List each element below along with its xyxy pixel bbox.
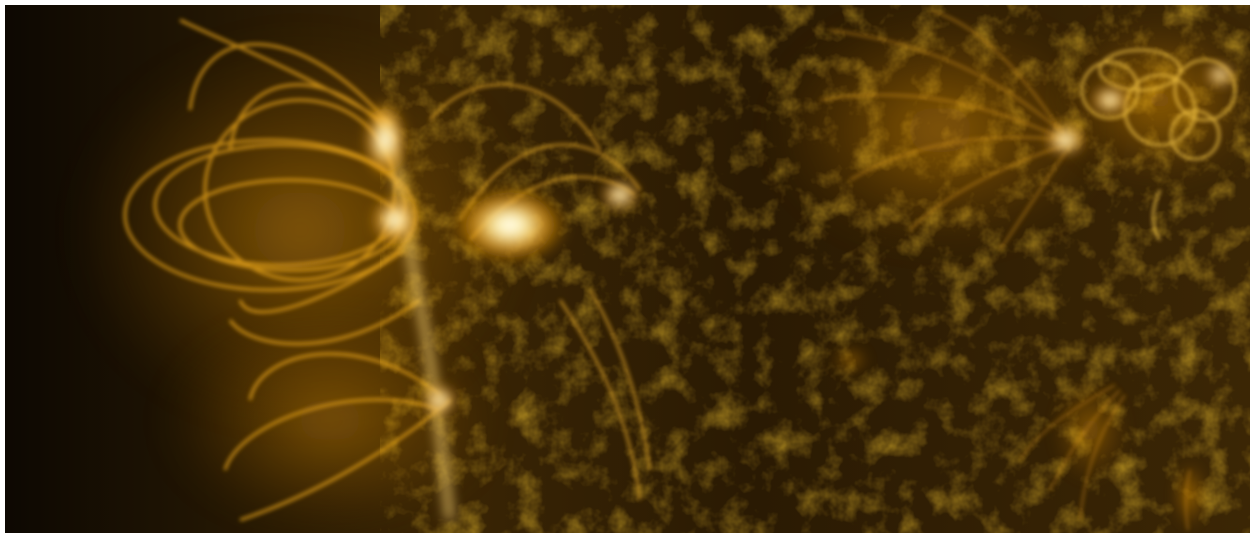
loop — [223, 398, 441, 471]
hot-spot — [450, 185, 570, 265]
fan-rays — [819, 9, 1071, 251]
hot-spot — [422, 385, 458, 415]
ray — [849, 136, 1066, 181]
loop — [1169, 109, 1221, 161]
loop — [458, 143, 642, 221]
active-region-loops — [1080, 48, 1237, 241]
hot-spot — [1090, 86, 1130, 114]
glow — [1172, 460, 1208, 530]
loop — [429, 83, 602, 151]
glow — [1050, 375, 1130, 485]
loop — [239, 398, 451, 522]
hot-spot — [1043, 124, 1087, 156]
loop — [179, 18, 391, 127]
loop — [1152, 189, 1162, 241]
loop — [1173, 58, 1237, 122]
glow — [160, 310, 500, 530]
image-content — [5, 5, 1250, 533]
loop — [188, 42, 392, 126]
glow — [1060, 20, 1250, 180]
loop — [248, 352, 441, 401]
loop — [1098, 48, 1182, 92]
loop — [203, 98, 397, 282]
loop — [558, 299, 642, 501]
ray — [819, 93, 1066, 141]
hot-spot — [1205, 63, 1235, 87]
loop — [238, 248, 406, 314]
limb — [382, 109, 453, 521]
hot-spot — [363, 100, 407, 180]
hot-spot — [370, 195, 420, 245]
ray — [909, 144, 1066, 231]
glow — [770, 10, 1110, 250]
loop — [228, 298, 421, 346]
loop — [588, 289, 652, 471]
ray — [829, 29, 1066, 136]
glow — [830, 345, 870, 375]
hot-spot — [600, 180, 640, 210]
ray — [999, 144, 1071, 251]
ray — [929, 9, 1061, 131]
